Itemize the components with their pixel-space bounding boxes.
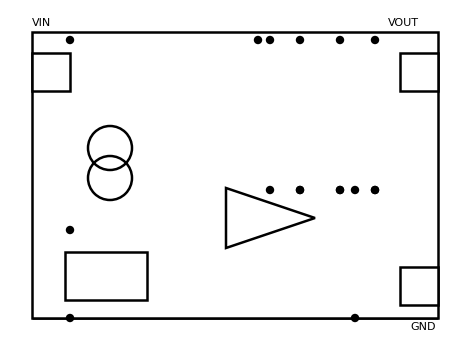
Circle shape [66,315,73,321]
Circle shape [66,36,73,44]
Circle shape [351,186,358,193]
Text: 1: 1 [415,280,423,292]
Circle shape [372,186,379,193]
Text: VIN: VIN [32,18,51,28]
Text: 3: 3 [415,65,423,79]
Text: GND: GND [410,322,436,332]
Circle shape [372,186,379,193]
Circle shape [266,186,273,193]
Circle shape [336,36,344,44]
Bar [65,252,147,300]
Circle shape [336,186,344,193]
Circle shape [297,186,304,193]
Text: VOUT: VOUT [388,18,419,28]
Circle shape [351,315,358,321]
Text: +: + [233,195,243,209]
Circle shape [266,36,273,44]
Circle shape [66,227,73,234]
Text: Vref: Vref [93,270,119,282]
Bar [32,53,70,91]
Bar [32,32,438,318]
Circle shape [297,186,304,193]
Circle shape [372,36,379,44]
Circle shape [255,36,262,44]
Circle shape [297,36,304,44]
Text: −: − [233,228,243,240]
Text: 2: 2 [47,65,55,79]
Bar [400,267,438,305]
Circle shape [336,186,344,193]
Bar [400,53,438,91]
